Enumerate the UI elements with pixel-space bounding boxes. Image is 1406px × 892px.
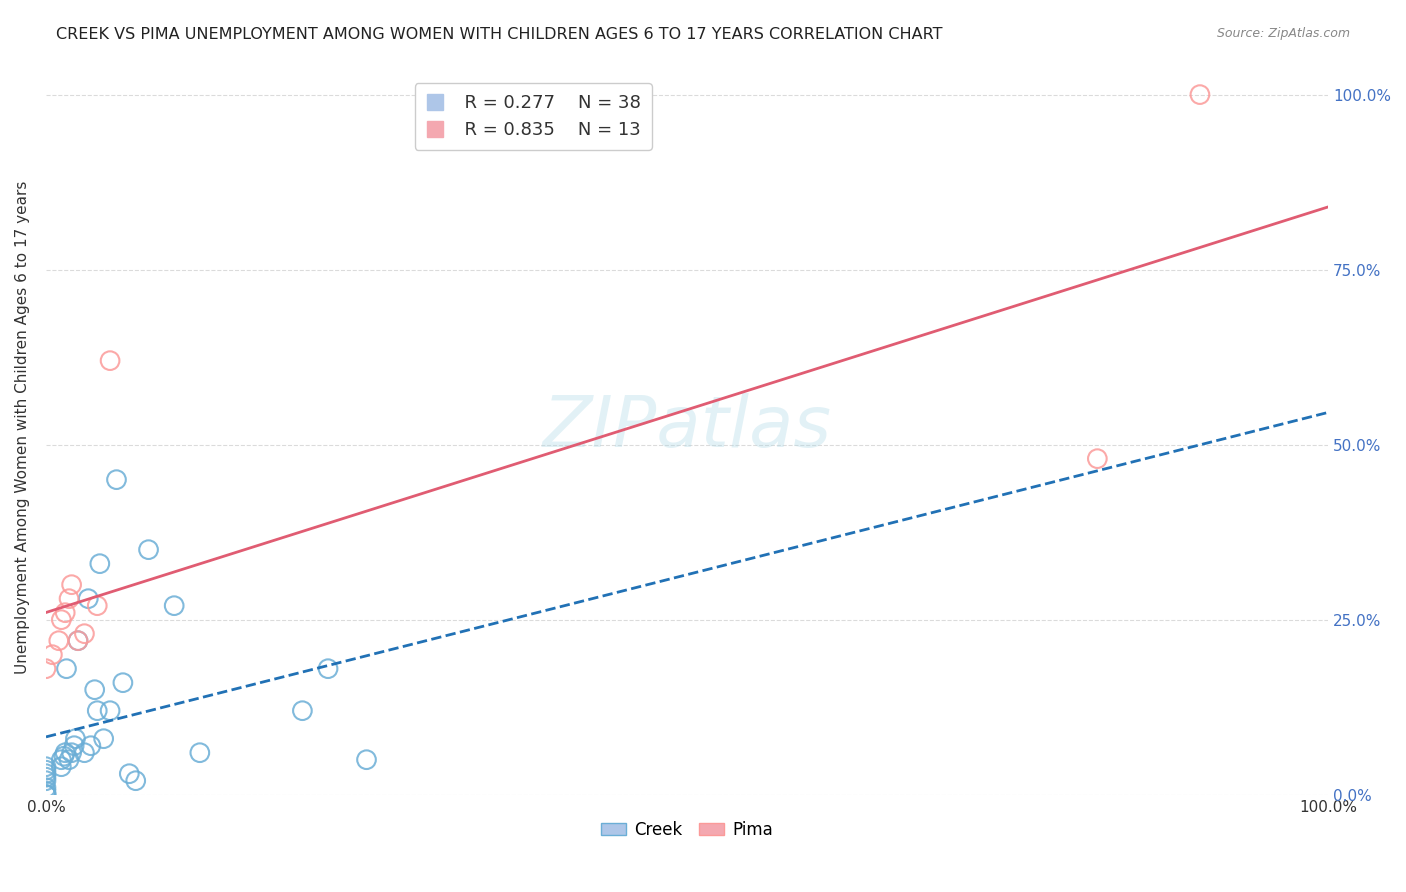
Point [52,749,75,764]
Point [60,577,83,591]
Legend: Creek, Pima: Creek, Pima [595,814,780,846]
Point [291,704,314,718]
Point [51,613,73,627]
Point [35,766,58,780]
Point [188,746,211,760]
Point [65,731,87,746]
Point [86,599,108,613]
Point [48,633,70,648]
Point [93,731,115,746]
Point [1188,87,1211,102]
Point [105,473,128,487]
Point [41,648,63,662]
Point [60,746,83,760]
Point [35,780,58,795]
Point [55,662,77,676]
Point [163,599,186,613]
Point [80,739,103,753]
Point [86,704,108,718]
Point [83,682,105,697]
Point [66,633,89,648]
Text: ZIPatlas: ZIPatlas [543,392,831,462]
Point [51,760,73,774]
Point [35,788,58,802]
Point [35,788,58,802]
Point [51,753,73,767]
Point [89,557,111,571]
Point [35,662,58,676]
Point [53,746,76,760]
Point [35,763,58,777]
Point [58,753,80,767]
Point [58,591,80,606]
Y-axis label: Unemployment Among Women with Children Ages 6 to 17 years: Unemployment Among Women with Children A… [15,180,30,673]
Text: Source: ZipAtlas.com: Source: ZipAtlas.com [1216,27,1350,40]
Point [35,760,58,774]
Point [138,542,160,557]
Point [77,591,100,606]
Point [118,766,141,780]
Point [1085,451,1108,466]
Point [98,353,121,368]
Point [35,784,58,798]
Point [125,773,148,788]
Point [356,753,378,767]
Text: CREEK VS PIMA UNEMPLOYMENT AMONG WOMEN WITH CHILDREN AGES 6 TO 17 YEARS CORRELAT: CREEK VS PIMA UNEMPLOYMENT AMONG WOMEN W… [56,27,943,42]
Point [98,704,121,718]
Point [35,773,58,788]
Point [73,626,96,640]
Point [35,788,58,802]
Point [53,606,76,620]
Point [66,633,89,648]
Point [111,675,134,690]
Point [316,662,339,676]
Point [73,746,96,760]
Point [63,739,86,753]
Point [35,770,58,784]
